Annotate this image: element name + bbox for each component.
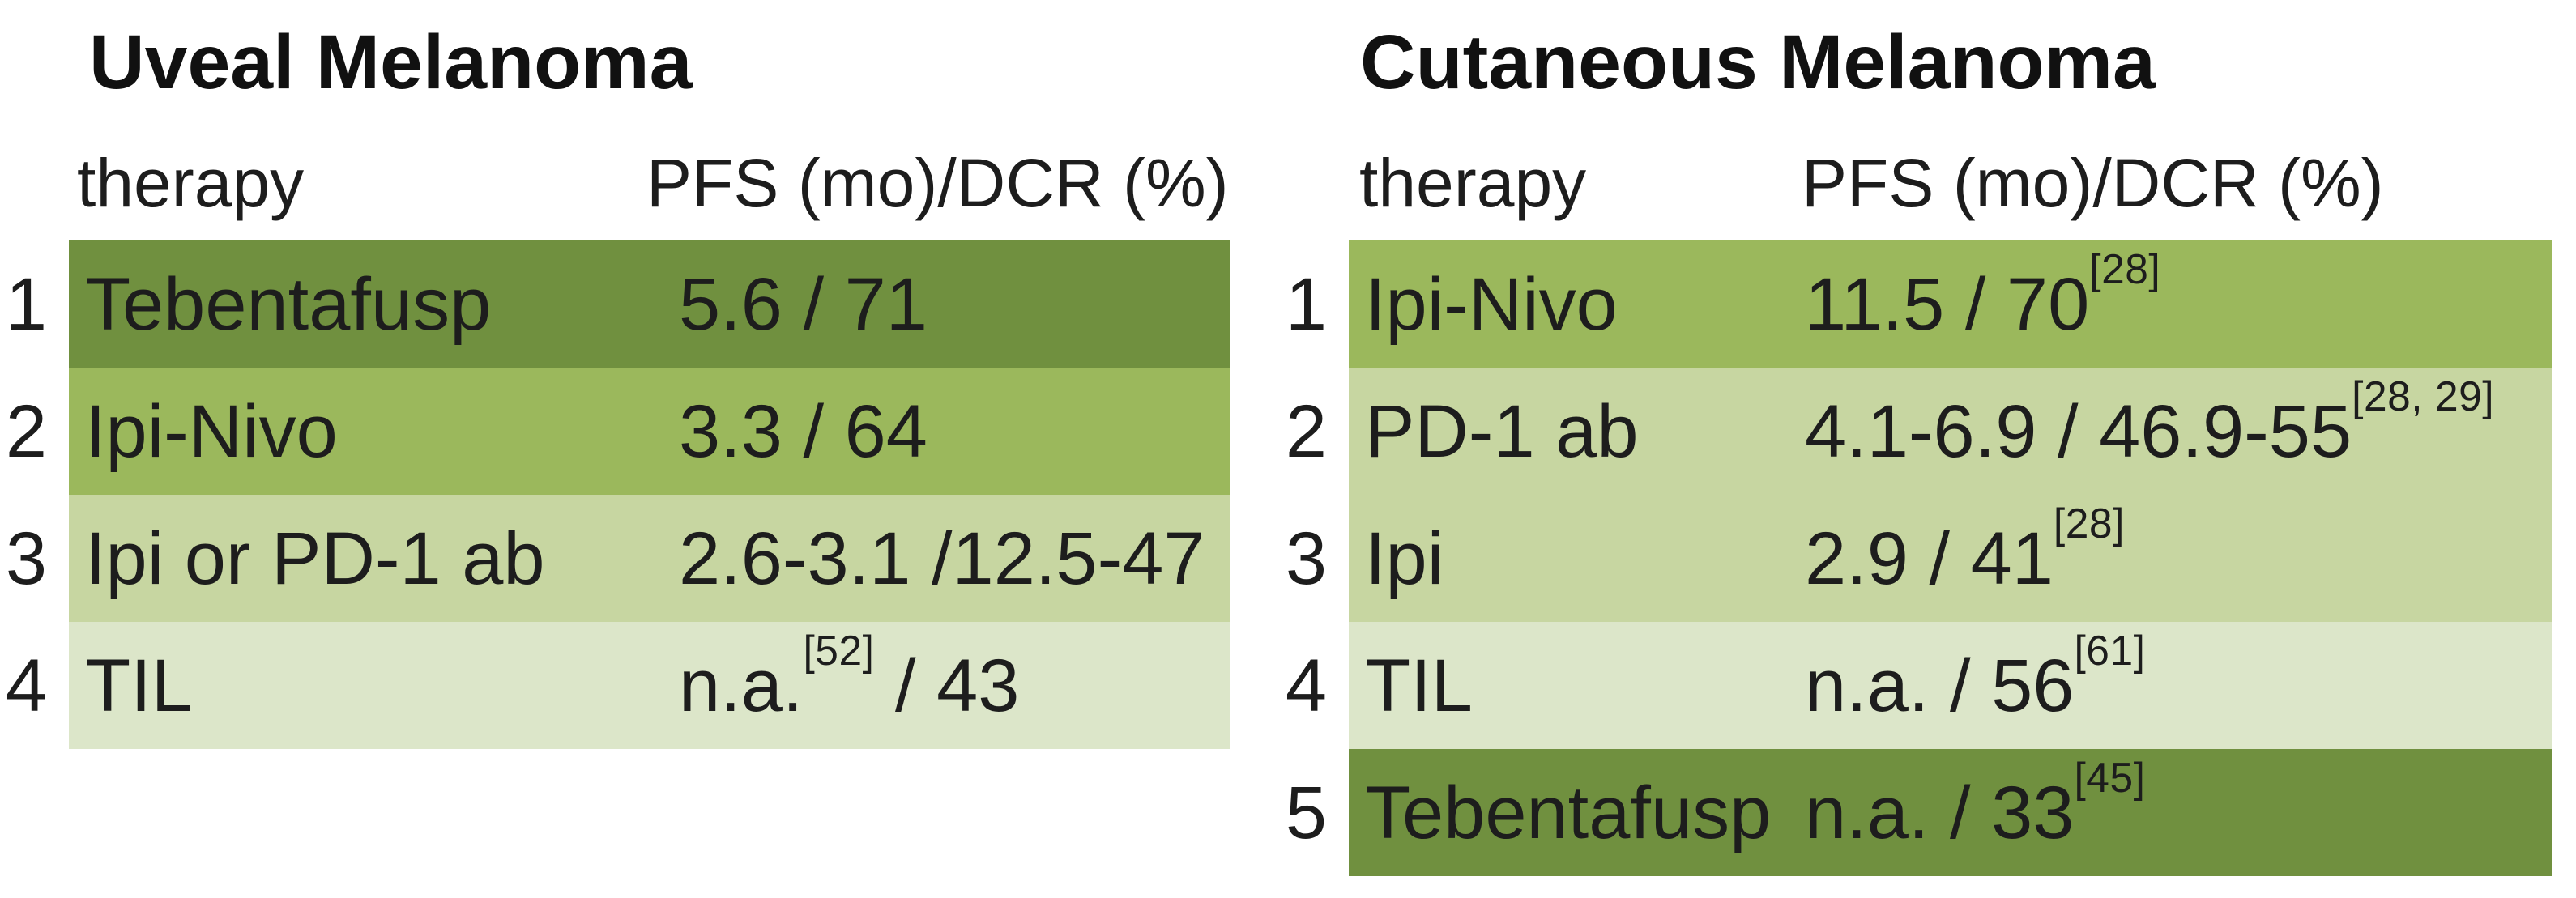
therapy-name: Ipi-Nivo <box>1365 262 1618 346</box>
table-row: 3 Ipi or PD-1 ab 2.6-3.1 /12.5-47 <box>0 495 1280 622</box>
row-rank: 4 <box>5 644 47 727</box>
pfs-dcr-value: 2.6-3.1 /12.5-47 <box>679 521 1205 596</box>
row-rank: 3 <box>1285 517 1327 600</box>
row-rank: 1 <box>5 262 47 346</box>
value-superscript: [28] <box>2089 245 2161 293</box>
value-text: n.a. <box>679 644 804 727</box>
therapy-name: Tebentafusp <box>1365 771 1772 854</box>
table-row: 4 TIL n.a. / 56[61] <box>1280 622 2576 749</box>
table-row: 5 Tebentafusp n.a. / 33[45] <box>1280 749 2576 876</box>
value-text: 3.3 / 64 <box>679 389 928 473</box>
therapy-name: Ipi <box>1365 517 1444 600</box>
row-rank: 2 <box>5 389 47 473</box>
pfs-dcr-value: 11.5 / 70[28] <box>1805 248 2160 341</box>
table-body: 1 Tebentafusp 5.6 / 71 2 Ipi-Nivo 3.3 / … <box>0 240 1280 749</box>
therapy-name: PD-1 ab <box>1365 389 1639 473</box>
table-row: 1 Tebentafusp 5.6 / 71 <box>0 240 1280 368</box>
table-cutaneous-melanoma: Cutaneous Melanoma therapy PFS (mo)/DCR … <box>1280 0 2576 898</box>
therapy-name: TIL <box>1365 644 1473 727</box>
therapy-name: Tebentafusp <box>85 262 492 346</box>
table-title-cutaneous: Cutaneous Melanoma <box>1360 19 2156 105</box>
value-superscript: [28] <box>2053 500 2125 547</box>
row-band: TIL n.a. / 56[61] <box>1349 622 2552 749</box>
value-text: 5.6 / 71 <box>679 262 928 346</box>
row-rank: 2 <box>1285 389 1327 473</box>
row-band: Ipi-Nivo 11.5 / 70[28] <box>1349 240 2552 368</box>
row-band: Ipi 2.9 / 41[28] <box>1349 495 2552 622</box>
row-band: Tebentafusp 5.6 / 71 <box>69 240 1230 368</box>
column-header-therapy: therapy <box>1359 145 1587 221</box>
table-row: 2 Ipi-Nivo 3.3 / 64 <box>0 368 1280 495</box>
table-uveal-melanoma: Uveal Melanoma therapy PFS (mo)/DCR (%) … <box>0 0 1280 898</box>
value-text: n.a. / 33 <box>1805 771 2075 854</box>
row-rank: 5 <box>1285 771 1327 854</box>
value-superscript: [52] <box>803 627 875 675</box>
value-text: 2.6-3.1 /12.5-47 <box>679 517 1205 600</box>
value-text-after: / 43 <box>874 644 1020 727</box>
table-body: 1 Ipi-Nivo 11.5 / 70[28] 2 PD-1 ab 4.1-6… <box>1280 240 2576 876</box>
pfs-dcr-value: n.a. / 33[45] <box>1805 756 2145 849</box>
table-row: 2 PD-1 ab 4.1-6.9 / 46.9-55[28, 29] <box>1280 368 2576 495</box>
table-row: 3 Ipi 2.9 / 41[28] <box>1280 495 2576 622</box>
table-title-uveal: Uveal Melanoma <box>89 19 693 105</box>
row-band: TIL n.a.[52] / 43 <box>69 622 1230 749</box>
row-rank: 1 <box>1285 262 1327 346</box>
therapy-name: Ipi or PD-1 ab <box>85 517 545 600</box>
table-row: 1 Ipi-Nivo 11.5 / 70[28] <box>1280 240 2576 368</box>
therapy-name: Ipi-Nivo <box>85 389 338 473</box>
column-header-pfs-dcr: PFS (mo)/DCR (%) <box>1802 145 2384 221</box>
therapy-name: TIL <box>85 644 193 727</box>
column-header-therapy: therapy <box>77 145 305 221</box>
pfs-dcr-value: 2.9 / 41[28] <box>1805 502 2125 595</box>
value-superscript: [28, 29] <box>2352 372 2495 420</box>
row-rank: 4 <box>1285 644 1327 727</box>
row-band: Ipi or PD-1 ab 2.6-3.1 /12.5-47 <box>69 495 1230 622</box>
row-band: Ipi-Nivo 3.3 / 64 <box>69 368 1230 495</box>
row-band: PD-1 ab 4.1-6.9 / 46.9-55[28, 29] <box>1349 368 2552 495</box>
value-text: 4.1-6.9 / 46.9-55 <box>1805 389 2352 473</box>
column-header-pfs-dcr: PFS (mo)/DCR (%) <box>646 145 1229 221</box>
pfs-dcr-value: 3.3 / 64 <box>679 394 928 469</box>
value-text: n.a. / 56 <box>1805 644 2075 727</box>
pfs-dcr-value: n.a. / 56[61] <box>1805 629 2145 722</box>
row-band: Tebentafusp n.a. / 33[45] <box>1349 749 2552 876</box>
value-text: 2.9 / 41 <box>1805 517 2054 600</box>
table-row: 4 TIL n.a.[52] / 43 <box>0 622 1280 749</box>
pfs-dcr-value: n.a.[52] / 43 <box>679 629 1019 722</box>
row-rank: 3 <box>5 517 47 600</box>
pfs-dcr-value: 4.1-6.9 / 46.9-55[28, 29] <box>1805 375 2494 468</box>
value-superscript: [61] <box>2074 627 2146 675</box>
value-text: 11.5 / 70 <box>1805 262 2090 346</box>
value-superscript: [45] <box>2074 754 2146 802</box>
pfs-dcr-value: 5.6 / 71 <box>679 267 928 342</box>
